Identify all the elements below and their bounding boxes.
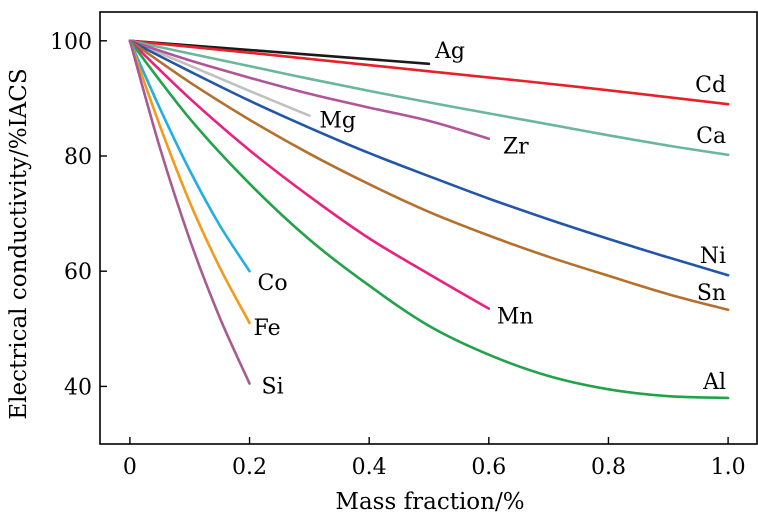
series-layer: Ag Cd Ca Mg Zr Ni Sn Mn Al Co Fe Si xyxy=(128,39,730,400)
series-label-cd: Cd xyxy=(695,73,726,98)
series-line-fe xyxy=(128,39,251,325)
series-label-mg: Mg xyxy=(319,109,356,134)
series-line-al xyxy=(128,39,730,400)
series-line-sn xyxy=(128,39,730,312)
series-label-si: Si xyxy=(262,375,284,400)
series-line-co xyxy=(128,39,251,273)
series-label-al: Al xyxy=(702,370,726,395)
series-line-mg xyxy=(128,39,311,117)
y-tick-label: 80 xyxy=(64,145,92,170)
series-line-zr xyxy=(128,39,491,140)
x-tick-label: 0.6 xyxy=(471,455,506,480)
y-tick-label: 60 xyxy=(64,260,92,285)
series-label-zr: Zr xyxy=(503,135,529,160)
x-tick-label: 0.4 xyxy=(352,455,387,480)
series-line-ni xyxy=(128,39,730,277)
series-line-cd xyxy=(128,39,730,106)
x-tick-label: 0.2 xyxy=(232,455,267,480)
series-label-mn: Mn xyxy=(497,305,534,330)
y-tick-label: 40 xyxy=(64,375,92,400)
series-label-ag: Ag xyxy=(434,39,465,64)
x-tick-label: 0.8 xyxy=(591,455,626,480)
y-axis-title: Electrical conductivity/%IACS xyxy=(6,68,32,419)
plot-frame xyxy=(99,11,758,445)
x-tick-label: 0 xyxy=(123,455,137,480)
x-axis-title: Mass fraction/% xyxy=(335,489,524,515)
series-label-sn: Sn xyxy=(697,281,726,306)
series-label-ca: Ca xyxy=(696,124,726,149)
series-line-si xyxy=(128,39,251,385)
series-label-ni: Ni xyxy=(700,244,726,269)
y-tick-label: 100 xyxy=(50,30,92,55)
axes: 0 0.2 0.4 0.6 0.8 1.0 40 60 80 100 xyxy=(50,30,746,480)
series-label-fe: Fe xyxy=(254,316,281,341)
series-label-co: Co xyxy=(258,271,288,296)
series-line-ca xyxy=(128,39,730,157)
x-tick-label: 1.0 xyxy=(711,455,746,480)
series-line-mn xyxy=(128,39,491,310)
plot-frame-border xyxy=(99,11,758,445)
